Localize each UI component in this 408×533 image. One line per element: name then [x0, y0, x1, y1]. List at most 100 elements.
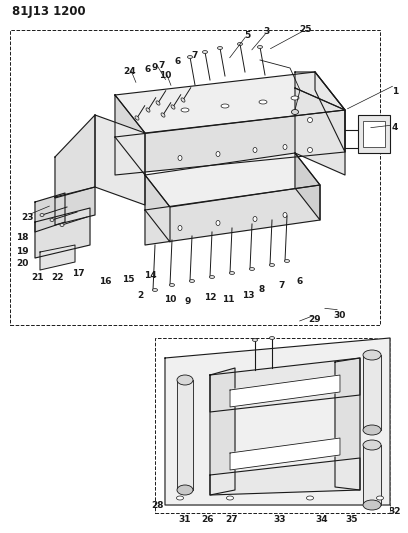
Ellipse shape [250, 268, 255, 271]
Ellipse shape [226, 496, 233, 500]
Text: 25: 25 [299, 26, 311, 35]
Polygon shape [35, 208, 90, 258]
Text: 35: 35 [346, 515, 358, 524]
Ellipse shape [237, 43, 242, 45]
Ellipse shape [216, 221, 220, 225]
Polygon shape [165, 338, 390, 505]
Polygon shape [315, 72, 345, 152]
Polygon shape [40, 245, 75, 270]
Polygon shape [55, 187, 95, 225]
Text: 20: 20 [16, 260, 28, 269]
Ellipse shape [363, 350, 381, 360]
Ellipse shape [156, 101, 160, 105]
Ellipse shape [259, 100, 267, 104]
Ellipse shape [284, 260, 290, 262]
Text: 19: 19 [16, 247, 28, 256]
Bar [363, 121, 385, 147]
Ellipse shape [253, 148, 257, 152]
Text: 29: 29 [309, 316, 322, 325]
Ellipse shape [50, 219, 54, 222]
Polygon shape [210, 358, 360, 412]
Ellipse shape [306, 496, 313, 500]
Text: 14: 14 [144, 271, 156, 279]
Text: 28: 28 [152, 500, 164, 510]
Text: 10: 10 [164, 295, 176, 304]
Ellipse shape [40, 214, 44, 216]
Polygon shape [363, 355, 381, 430]
Text: 21: 21 [32, 273, 44, 282]
Ellipse shape [377, 496, 384, 500]
Ellipse shape [363, 425, 381, 435]
Polygon shape [335, 358, 360, 490]
Text: 4: 4 [392, 124, 398, 133]
Text: 34: 34 [316, 515, 328, 524]
Polygon shape [230, 438, 340, 470]
Ellipse shape [60, 223, 64, 227]
Polygon shape [230, 375, 340, 407]
Polygon shape [145, 185, 320, 245]
Text: 6: 6 [145, 66, 151, 75]
Ellipse shape [308, 148, 313, 152]
Polygon shape [145, 175, 170, 242]
Ellipse shape [178, 156, 182, 160]
Text: 1: 1 [392, 87, 398, 96]
Text: 26: 26 [202, 515, 214, 524]
Ellipse shape [202, 51, 208, 53]
Ellipse shape [270, 263, 275, 266]
Ellipse shape [253, 338, 257, 342]
Ellipse shape [171, 105, 175, 109]
Text: 33: 33 [274, 515, 286, 524]
Ellipse shape [308, 117, 313, 123]
Ellipse shape [181, 108, 189, 112]
Ellipse shape [229, 271, 235, 274]
Polygon shape [95, 115, 145, 205]
Ellipse shape [209, 276, 215, 279]
Polygon shape [115, 110, 345, 175]
Text: 6: 6 [297, 278, 303, 287]
Ellipse shape [216, 151, 220, 157]
Ellipse shape [178, 225, 182, 230]
Polygon shape [363, 445, 381, 505]
Text: 10: 10 [159, 70, 171, 79]
Polygon shape [295, 88, 345, 175]
Text: 3: 3 [264, 28, 270, 36]
Bar [10, 30, 380, 325]
Ellipse shape [177, 375, 193, 385]
Text: 24: 24 [124, 68, 136, 77]
Text: 6: 6 [175, 58, 181, 67]
Polygon shape [55, 115, 95, 198]
Text: 7: 7 [159, 61, 165, 69]
Text: 13: 13 [242, 292, 254, 301]
Text: 11: 11 [222, 295, 234, 304]
Polygon shape [145, 153, 320, 207]
Ellipse shape [217, 46, 222, 50]
Text: 18: 18 [16, 232, 28, 241]
Text: 31: 31 [179, 515, 191, 524]
Text: 16: 16 [99, 278, 111, 287]
Text: 7: 7 [279, 280, 285, 289]
Text: 9: 9 [185, 297, 191, 306]
Text: 22: 22 [52, 273, 64, 282]
Polygon shape [115, 72, 345, 133]
Ellipse shape [153, 288, 157, 292]
Text: 27: 27 [226, 515, 238, 524]
Ellipse shape [270, 336, 275, 340]
Polygon shape [295, 153, 320, 220]
Text: 12: 12 [204, 294, 216, 303]
Ellipse shape [169, 284, 175, 287]
Polygon shape [177, 380, 193, 490]
Ellipse shape [291, 96, 299, 100]
Ellipse shape [283, 213, 287, 217]
Text: 15: 15 [122, 276, 134, 285]
Text: 9: 9 [152, 63, 158, 72]
Ellipse shape [291, 109, 299, 115]
Text: 30: 30 [334, 311, 346, 319]
Ellipse shape [253, 216, 257, 222]
Text: 81J13 1200: 81J13 1200 [12, 5, 86, 19]
Text: 8: 8 [259, 286, 265, 295]
Text: 23: 23 [22, 214, 34, 222]
Ellipse shape [135, 116, 139, 120]
Ellipse shape [188, 55, 193, 59]
Polygon shape [115, 95, 145, 175]
Bar [358, 115, 390, 153]
